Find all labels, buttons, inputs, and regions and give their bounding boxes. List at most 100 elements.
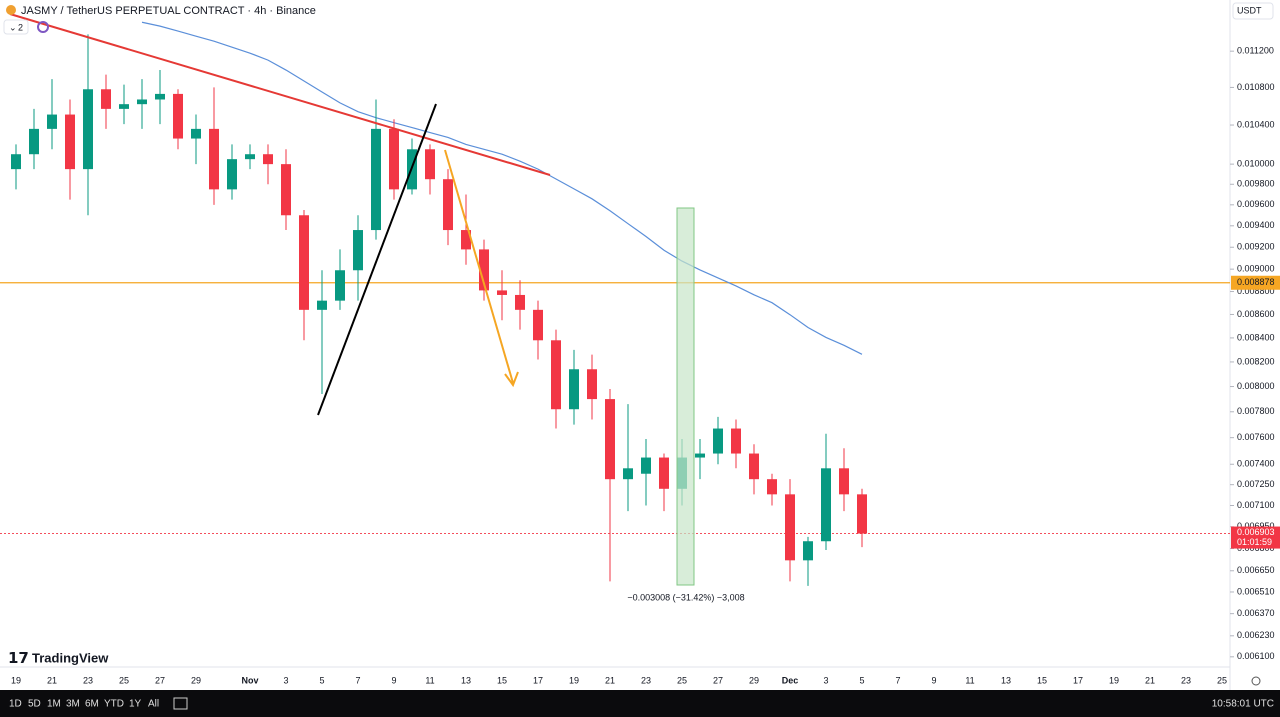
- measure-box[interactable]: [676, 207, 695, 586]
- candle-body: [263, 154, 273, 165]
- symbol-title[interactable]: JASMY / TetherUS PERPETUAL CONTRACT · 4h…: [21, 5, 316, 17]
- candle-body: [371, 128, 381, 231]
- y-tick-label: 0.008600: [1237, 309, 1275, 319]
- y-tick-label: 0.007400: [1237, 459, 1275, 469]
- range-button[interactable]: 1Y: [129, 699, 142, 710]
- candle-body: [443, 179, 453, 231]
- y-tick-label: 0.006950: [1237, 521, 1275, 531]
- candle-body: [695, 453, 705, 458]
- y-tick-label: 0.010400: [1237, 119, 1275, 129]
- candle-body: [731, 428, 741, 454]
- range-button[interactable]: 1D: [9, 699, 22, 710]
- x-tick-label: 29: [191, 675, 201, 685]
- candle-body: [317, 300, 327, 310]
- x-tick-label: 3: [283, 675, 288, 685]
- x-tick-label: 19: [11, 675, 21, 685]
- range-button[interactable]: 3M: [66, 699, 80, 710]
- x-tick-label: Dec: [782, 675, 799, 685]
- y-tick-label: 0.010000: [1237, 159, 1275, 169]
- range-button[interactable]: All: [148, 699, 159, 710]
- settings-icon[interactable]: [1251, 676, 1261, 686]
- candle-body: [479, 249, 489, 291]
- x-tick-label: 23: [83, 675, 93, 685]
- calendar-icon[interactable]: [173, 697, 188, 710]
- measure-label: −0.003008 (−31.42%) −3,008: [627, 592, 744, 602]
- y-tick-label: 0.007600: [1237, 432, 1275, 442]
- trend-line[interactable]: [317, 103, 437, 416]
- x-tick-label: 23: [641, 675, 651, 685]
- candle-body: [425, 149, 435, 180]
- x-tick-label: 29: [749, 675, 759, 685]
- candle-body: [767, 479, 777, 495]
- moving-average: [141, 21, 863, 355]
- range-button[interactable]: 5D: [28, 699, 41, 710]
- range-button[interactable]: 6M: [85, 699, 99, 710]
- x-tick-label: 13: [461, 675, 471, 685]
- candle-body: [155, 93, 165, 100]
- y-tick-label: 0.006100: [1237, 651, 1275, 661]
- x-tick-label: 15: [1037, 675, 1047, 685]
- candle-body: [173, 93, 183, 139]
- arrow[interactable]: [444, 149, 514, 384]
- candle-body: [839, 468, 849, 495]
- candle-body: [47, 114, 57, 129]
- candle-body: [713, 428, 723, 454]
- x-tick-label: 9: [391, 675, 396, 685]
- x-tick-label: 11: [965, 675, 974, 685]
- x-tick-label: 13: [1001, 675, 1011, 685]
- candle-body: [803, 541, 813, 561]
- currency-button[interactable]: [1232, 2, 1274, 20]
- candle-body: [641, 457, 651, 474]
- y-tick-label: 0.008800: [1237, 286, 1275, 296]
- candle-body: [659, 457, 669, 489]
- indicator-count: 2: [18, 22, 23, 32]
- sync-icon[interactable]: [37, 21, 49, 33]
- candle-body: [821, 468, 831, 542]
- candle-body: [497, 290, 507, 295]
- bottom-toolbar: [0, 690, 1280, 717]
- y-tick-label: 0.010800: [1237, 82, 1275, 92]
- candle-body: [353, 230, 363, 271]
- candle-body: [587, 369, 597, 400]
- last-price-tag: [1231, 526, 1280, 549]
- indicator-count: ⌄: [9, 22, 17, 32]
- candle-body: [533, 309, 543, 341]
- candle-body: [785, 494, 795, 561]
- x-tick-label: 21: [605, 675, 615, 685]
- candle-body: [569, 369, 579, 410]
- y-tick-label: 0.008200: [1237, 356, 1275, 366]
- trend-line[interactable]: [9, 13, 551, 176]
- y-tick-label: 0.007800: [1237, 406, 1275, 416]
- last-price-label: 0.006903: [1237, 527, 1275, 537]
- y-tick-label: 0.011200: [1237, 46, 1274, 56]
- x-tick-label: 7: [355, 675, 360, 685]
- y-tick-label: 0.006370: [1237, 608, 1275, 618]
- x-tick-label: 27: [155, 675, 165, 685]
- x-tick-label: 25: [1217, 675, 1227, 685]
- indicator-toggle[interactable]: [3, 19, 29, 35]
- y-tick-label: 0.006230: [1237, 630, 1275, 640]
- candle-body: [605, 399, 615, 480]
- range-button[interactable]: YTD: [104, 699, 124, 710]
- clock: 10:58:01 UTC: [1212, 699, 1274, 710]
- candle-body: [335, 270, 345, 301]
- y-tick-label: 0.007100: [1237, 500, 1275, 510]
- arrow-head: [504, 371, 519, 388]
- y-tick-label: 0.006510: [1237, 586, 1275, 596]
- x-tick-label: 9: [931, 675, 936, 685]
- candle-body: [551, 340, 561, 410]
- currency-label: USDT: [1237, 5, 1262, 15]
- x-tick-label: 5: [859, 675, 864, 685]
- y-tick-label: 0.009600: [1237, 199, 1275, 209]
- candle-body: [299, 215, 309, 310]
- candle-body: [389, 128, 399, 190]
- y-tick-label: 0.009000: [1237, 264, 1275, 274]
- range-button[interactable]: 1M: [47, 699, 61, 710]
- x-tick-label: 5: [319, 675, 324, 685]
- x-tick-label: 15: [497, 675, 507, 685]
- y-tick-label: 0.008400: [1237, 332, 1275, 342]
- x-tick-label: 11: [425, 675, 434, 685]
